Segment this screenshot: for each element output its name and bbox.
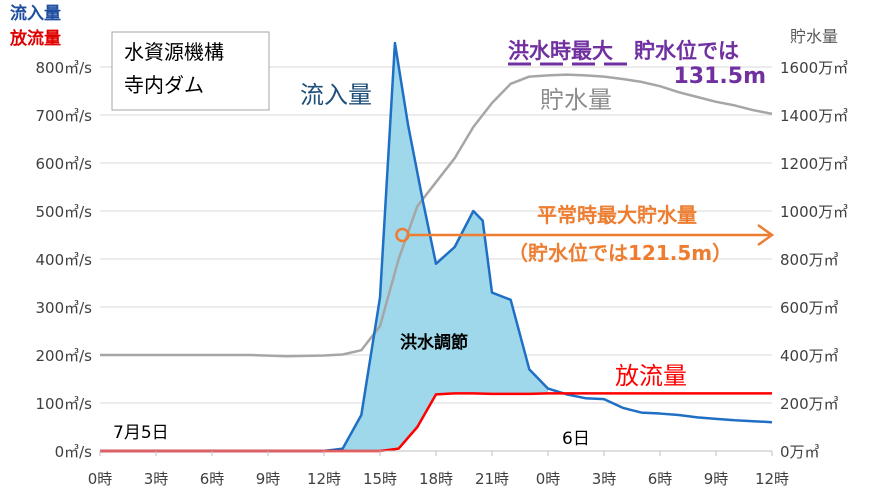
- x-tick-label: 15時: [363, 470, 397, 488]
- title-box-line1: 水資源機構: [124, 40, 224, 64]
- right-tick-label: 1400万㎥: [780, 107, 848, 125]
- x-tick-label: 0時: [536, 470, 561, 488]
- right-tick-label: 800万㎥: [780, 251, 839, 269]
- left-tick-label: 300㎥/s: [36, 299, 93, 317]
- left-tick-label: 800㎥/s: [36, 59, 93, 77]
- annotations: [395, 62, 775, 247]
- right-axis-title: 貯水量: [790, 27, 838, 46]
- x-tick-label: 3時: [144, 470, 169, 488]
- storage-series-label: 貯水量: [540, 86, 612, 114]
- date-label-day5: 7月5日: [113, 423, 169, 443]
- left-tick-label: 400㎥/s: [36, 251, 93, 269]
- left-tick-label: 600㎥/s: [36, 155, 93, 173]
- left-tick-label: 100㎥/s: [36, 395, 93, 413]
- x-tick-label: 6時: [200, 470, 225, 488]
- left-tick-label: 500㎥/s: [36, 203, 93, 221]
- x-tick-label: 21時: [475, 470, 509, 488]
- x-tick-label: 18時: [419, 470, 453, 488]
- axes: 0㎥/s 100㎥/s 200㎥/s 300㎥/s 400㎥/s 500㎥/s 600㎥/s…: [36, 59, 849, 488]
- left-axis-title-outflow: 放流量: [9, 28, 61, 49]
- flood-control-label: 洪水調節: [400, 332, 468, 353]
- right-tick-label: 200万㎥: [780, 395, 839, 413]
- right-tick-label: 600万㎥: [780, 299, 839, 317]
- x-tick-label: 3時: [592, 470, 617, 488]
- left-tick-label: 200㎥/s: [36, 347, 93, 365]
- x-tick-label: 12時: [307, 470, 341, 488]
- title-box-line2: 寺内ダム: [124, 73, 204, 97]
- right-tick-label: 400万㎥: [780, 347, 839, 365]
- left-tick-label: 700㎥/s: [36, 107, 93, 125]
- inflow-line: [100, 41, 773, 453]
- x-tick-label: 0時: [88, 470, 113, 488]
- normal-max-line1: 平常時最大貯水量: [537, 203, 697, 227]
- title-box: [111, 31, 270, 111]
- right-tick-label: 1000万㎥: [780, 203, 848, 221]
- normal-max-arrowhead: [757, 223, 775, 247]
- left-axis-title-inflow: 流入量: [10, 3, 61, 24]
- right-tick-label: 1600万㎥: [780, 59, 848, 77]
- x-tick-label: 9時: [256, 470, 281, 488]
- normal-max-line2: （貯水位では121.5m）: [508, 241, 732, 265]
- left-tick-label: 0㎥/s: [55, 443, 93, 461]
- flood-max-line2: 131.5m: [673, 64, 766, 89]
- inflow-series-label: 流入量: [300, 81, 372, 109]
- flood-max-line1: 洪水時最大 貯水位では: [508, 39, 739, 63]
- x-tick-label: 12時: [755, 470, 789, 488]
- flood-control-area: [342, 43, 548, 451]
- outflow-series-label: 放流量: [615, 362, 687, 390]
- date-label-day6: 6日: [562, 429, 590, 449]
- outflow-line: [100, 392, 772, 453]
- x-tick-label: 6時: [648, 470, 673, 488]
- series-lines: [100, 41, 773, 453]
- x-tick-label: 9時: [704, 470, 729, 488]
- storage-line: [100, 73, 773, 358]
- right-tick-label: 0万㎥: [780, 443, 820, 461]
- right-tick-label: 1200万㎥: [780, 155, 848, 173]
